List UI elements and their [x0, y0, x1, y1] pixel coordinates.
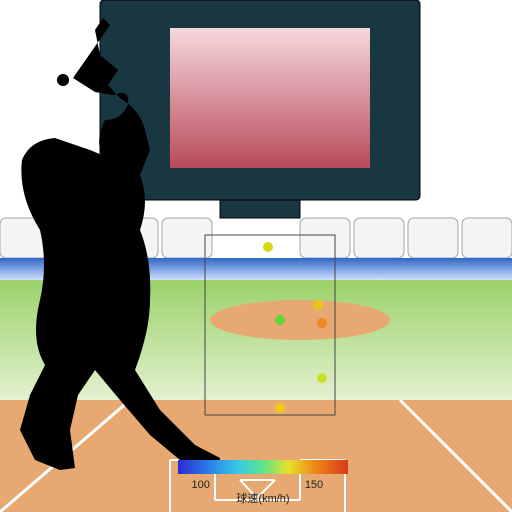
scoreboard-screen: [170, 28, 370, 168]
pitch-marker: [313, 300, 323, 310]
legend-axis-label: 球速(km/h): [236, 491, 289, 505]
legend-bar: [178, 460, 348, 474]
pitch-marker: [317, 318, 327, 328]
legend-tick: 150: [305, 479, 323, 491]
pitch-marker: [275, 403, 285, 413]
bleacher-seat: [408, 218, 458, 258]
pitch-location-chart: 100 150 球速(km/h): [0, 0, 512, 512]
bleacher-seat: [354, 218, 404, 258]
pitch-marker: [317, 373, 327, 383]
chart-svg: 100 150 球速(km/h): [0, 0, 512, 512]
pitch-marker: [263, 242, 273, 252]
scoreboard: [100, 0, 420, 218]
pitch-marker: [275, 315, 285, 325]
legend-tick: 100: [191, 479, 209, 491]
bleacher-seat: [300, 218, 350, 258]
bleacher-seat: [462, 218, 512, 258]
